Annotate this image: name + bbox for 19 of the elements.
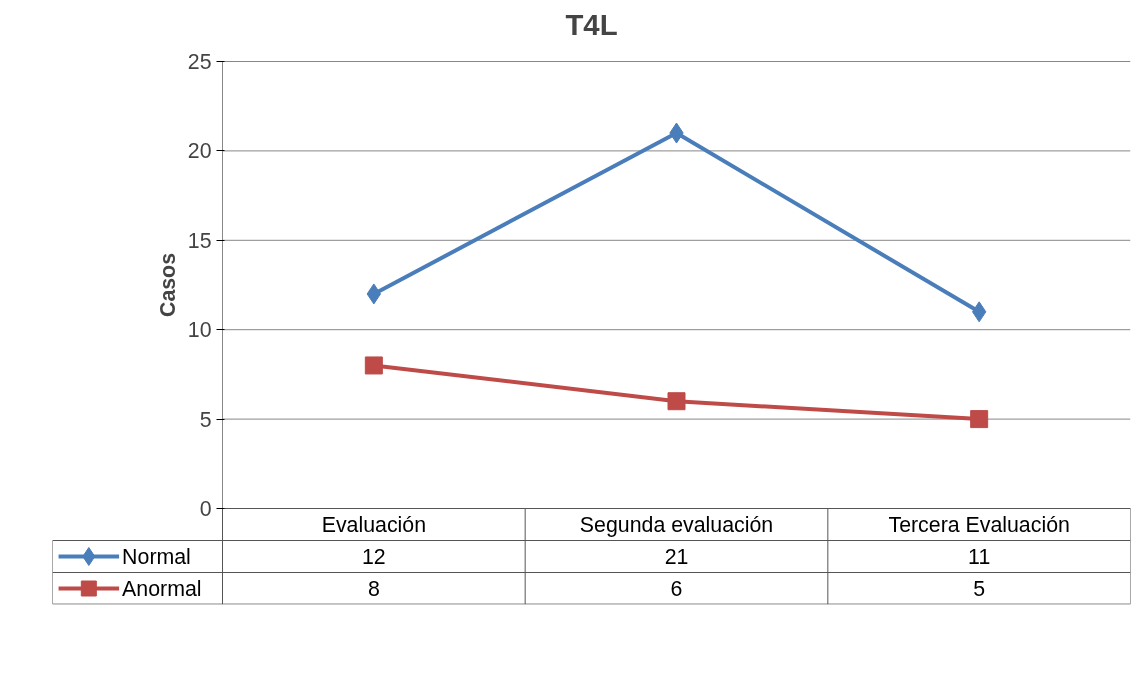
x-tick-label: Tercera Evaluación: [888, 512, 1070, 537]
legend-label: Normal: [122, 544, 191, 569]
legend-label: Anormal: [122, 576, 202, 601]
data-label: 5: [973, 577, 986, 601]
data-label: 11: [968, 545, 991, 569]
y-tick-label: 25: [187, 50, 212, 74]
data-label: 8: [367, 577, 380, 601]
x-tick-label: Segunda evaluación: [579, 512, 774, 537]
y-axis-title: Casos: [155, 252, 180, 318]
y-tick-label: 15: [187, 228, 212, 253]
y-tick-label: 5: [199, 407, 212, 432]
chart-title: T4L: [565, 7, 618, 41]
x-tick-label: Evaluación: [321, 512, 427, 537]
data-label: 12: [361, 545, 386, 569]
y-tick-label: 0: [199, 497, 212, 521]
data-label: 6: [670, 577, 683, 601]
data-label: 21: [664, 545, 689, 569]
y-tick-label: 10: [187, 318, 212, 343]
y-tick-label: 20: [187, 139, 212, 164]
